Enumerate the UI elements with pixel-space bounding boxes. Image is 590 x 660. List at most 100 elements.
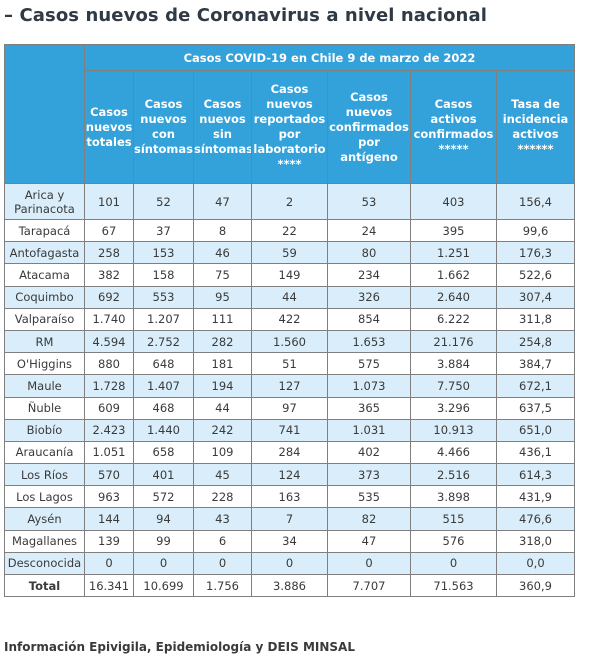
value-cell: 522,6 [495,263,576,287]
value-cell: 0 [133,551,194,576]
table-row: Antofagasta 258 153 46 59 80 1.251 176,3 [4,241,576,265]
column-header: Casos nuevos sin síntomas [193,70,252,184]
total-value-cell: 71.563 [410,573,497,598]
value-cell: 80 [327,241,411,265]
table-row: Magallanes 139 99 6 34 47 576 318,0 [4,529,576,553]
region-cell: Desconocida [4,551,85,576]
value-cell: 576 [410,529,497,553]
value-cell: 228 [193,485,252,509]
value-cell: 95 [193,285,252,309]
value-cell: 672,1 [495,374,576,398]
table-row: RM 4.594 2.752 282 1.560 1.653 21.176 254,8 [4,329,576,354]
value-cell: 234 [327,263,411,287]
column-header: Casos nuevos totales [84,70,134,184]
value-cell: 1.728 [84,374,134,398]
table-row: Ñuble 609 468 44 97 365 3.296 637,5 [4,396,576,420]
value-cell: 99,6 [495,218,576,243]
region-header-blank [4,44,85,184]
value-cell: 7.750 [410,374,497,398]
value-cell: 880 [84,352,134,376]
value-cell: 254,8 [495,329,576,354]
value-cell: 181 [193,352,252,376]
value-cell: 651,0 [495,418,576,442]
page-title: – Casos nuevos de Coronavirus a nivel na… [4,5,487,26]
value-cell: 47 [327,529,411,553]
value-cell: 365 [327,396,411,420]
region-cell: Arica y Parinacota [4,183,85,220]
value-cell: 1.653 [327,329,411,354]
table-row: Atacama 382 158 75 149 234 1.662 522,6 [4,263,576,287]
region-cell: Ñuble [4,396,85,420]
value-cell: 156,4 [495,183,576,220]
value-cell: 51 [251,352,328,376]
source-footer: Información Epivigila, Epidemiología y D… [4,640,355,654]
value-cell: 570 [84,463,134,487]
value-cell: 109 [193,440,252,465]
value-cell: 37 [133,218,194,243]
value-cell: 515 [410,507,497,531]
value-cell: 46 [193,241,252,265]
value-cell: 1.740 [84,307,134,331]
value-cell: 24 [327,218,411,243]
total-row: Total 16.341 10.699 1.756 3.886 7.707 71.563 36… [4,573,576,598]
value-cell: 2.423 [84,418,134,442]
value-cell: 0 [410,551,497,576]
value-cell: 395 [410,218,497,243]
value-cell: 101 [84,183,134,220]
table-row: Biobío 2.423 1.440 242 741 1.031 10.913 651,0 [4,418,576,442]
value-cell: 2 [251,183,328,220]
value-cell: 1.073 [327,374,411,398]
value-cell: 1.207 [133,307,194,331]
value-cell: 307,4 [495,285,576,309]
value-cell: 422 [251,307,328,331]
covid-cases-table: Casos COVID-19 en Chile 9 de marzo de 20… [4,44,576,598]
value-cell: 0 [84,551,134,576]
table-row: Coquimbo 692 553 95 44 326 2.640 307,4 [4,285,576,309]
value-cell: 575 [327,352,411,376]
value-cell: 10.913 [410,418,497,442]
value-cell: 124 [251,463,328,487]
value-cell: 67 [84,218,134,243]
table-row: Tarapacá 67 37 8 22 24 395 99,6 [4,218,576,243]
value-cell: 111 [193,307,252,331]
table-row: Aysén 144 94 43 7 82 515 476,6 [4,507,576,531]
region-cell: Antofagasta [4,241,85,265]
table-row: O'Higgins 880 648 181 51 575 3.884 384,7 [4,352,576,376]
value-cell: 45 [193,463,252,487]
value-cell: 6 [193,529,252,553]
value-cell: 21.176 [410,329,497,354]
value-cell: 194 [193,374,252,398]
region-cell: Araucanía [4,440,85,465]
value-cell: 22 [251,218,328,243]
value-cell: 1.440 [133,418,194,442]
value-cell: 6.222 [410,307,497,331]
value-cell: 0 [327,551,411,576]
value-cell: 43 [193,507,252,531]
value-cell: 402 [327,440,411,465]
value-cell: 326 [327,285,411,309]
value-cell: 318,0 [495,529,576,553]
value-cell: 382 [84,263,134,287]
value-cell: 99 [133,529,194,553]
table-row: Desconocida 0 0 0 0 0 0 0,0 [4,551,576,576]
value-cell: 8 [193,218,252,243]
value-cell: 163 [251,485,328,509]
value-cell: 572 [133,485,194,509]
value-cell: 741 [251,418,328,442]
value-cell: 854 [327,307,411,331]
region-cell: O'Higgins [4,352,85,376]
value-cell: 0 [251,551,328,576]
value-cell: 476,6 [495,507,576,531]
value-cell: 1.560 [251,329,328,354]
column-header: Tasa de incidencia activos ****** [495,70,576,184]
value-cell: 44 [193,396,252,420]
value-cell: 52 [133,183,194,220]
value-cell: 384,7 [495,352,576,376]
column-header: Casos nuevos confirmados por antígeno [327,70,411,184]
region-cell: Aysén [4,507,85,531]
value-cell: 609 [84,396,134,420]
value-cell: 311,8 [495,307,576,331]
value-cell: 282 [193,329,252,354]
value-cell: 2.516 [410,463,497,487]
total-label: Total [4,573,85,598]
